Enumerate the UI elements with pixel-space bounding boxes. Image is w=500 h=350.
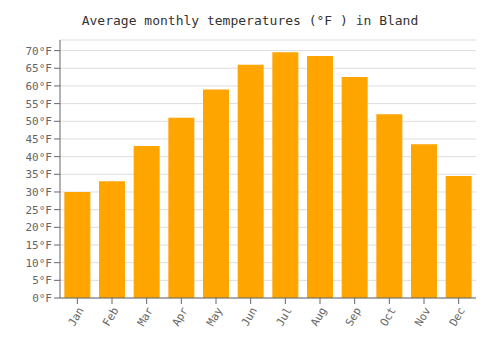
svg-text:70°F: 70°F	[26, 45, 53, 58]
svg-text:35°F: 35°F	[26, 168, 53, 181]
svg-text:10°F: 10°F	[26, 257, 53, 270]
svg-text:May: May	[204, 305, 225, 329]
svg-text:Jan: Jan	[65, 305, 86, 329]
svg-text:Jun: Jun	[239, 305, 260, 329]
svg-text:5°F: 5°F	[32, 274, 52, 287]
svg-text:65°F: 65°F	[26, 62, 53, 75]
svg-text:Sep: Sep	[343, 305, 364, 329]
svg-text:Apr: Apr	[169, 305, 190, 329]
svg-text:Nov: Nov	[412, 305, 433, 329]
svg-text:30°F: 30°F	[26, 186, 53, 199]
svg-text:15°F: 15°F	[26, 239, 53, 252]
svg-text:Feb: Feb	[100, 305, 121, 329]
svg-text:Oct: Oct	[377, 305, 398, 329]
svg-text:55°F: 55°F	[26, 98, 53, 111]
svg-text:Mar: Mar	[135, 305, 156, 329]
svg-text:Aug: Aug	[308, 305, 329, 329]
svg-text:40°F: 40°F	[26, 151, 53, 164]
svg-text:Dec: Dec	[447, 305, 468, 329]
svg-text:45°F: 45°F	[26, 133, 53, 146]
svg-text:Jul: Jul	[273, 305, 294, 329]
svg-text:20°F: 20°F	[26, 221, 53, 234]
svg-text:0°F: 0°F	[32, 292, 52, 305]
svg-text:25°F: 25°F	[26, 204, 53, 217]
svg-text:60°F: 60°F	[26, 80, 53, 93]
svg-text:50°F: 50°F	[26, 115, 53, 128]
html-text:Average monthly temperatures (: Average monthly temperatures (°F ) in Bl…	[81, 13, 419, 28]
